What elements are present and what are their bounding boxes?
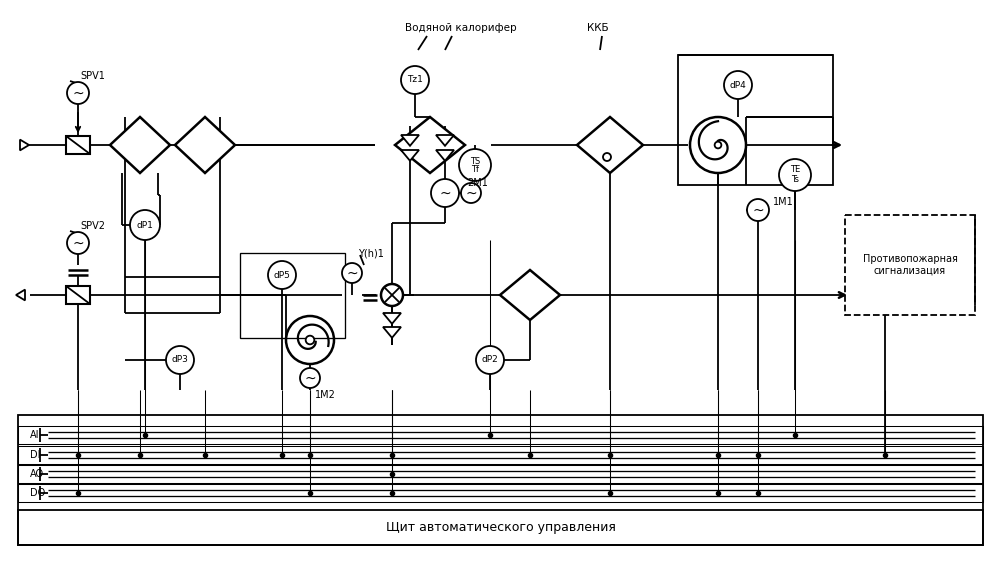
Text: DO: DO <box>30 488 45 498</box>
Bar <box>66 136 90 154</box>
Polygon shape <box>110 117 170 173</box>
Text: ~: ~ <box>752 204 764 218</box>
Text: SPV1: SPV1 <box>80 71 105 81</box>
Text: dP4: dP4 <box>730 81 747 89</box>
Text: Tf: Tf <box>471 166 479 174</box>
Text: Противопожарная
сигнализация: Противопожарная сигнализация <box>862 254 958 276</box>
Circle shape <box>300 368 320 388</box>
Text: SPV2: SPV2 <box>80 221 105 231</box>
Circle shape <box>342 263 362 283</box>
Circle shape <box>166 346 194 374</box>
Text: 1M2: 1M2 <box>315 390 336 400</box>
Polygon shape <box>175 117 235 173</box>
Text: DI: DI <box>30 450 40 460</box>
Text: Y(h)1: Y(h)1 <box>358 248 384 258</box>
Text: Ts: Ts <box>791 175 799 185</box>
Bar <box>18 446 983 464</box>
Circle shape <box>747 199 769 221</box>
Circle shape <box>268 261 296 289</box>
Bar <box>18 465 983 483</box>
Text: Tz1: Tz1 <box>407 76 423 84</box>
Text: ~: ~ <box>346 267 358 281</box>
Circle shape <box>431 179 459 207</box>
Text: Водяной калорифер: Водяной калорифер <box>405 23 517 33</box>
Circle shape <box>401 66 429 94</box>
Text: AI: AI <box>30 430 39 440</box>
Polygon shape <box>436 135 454 146</box>
Circle shape <box>459 149 491 181</box>
Text: ККБ: ККБ <box>587 23 609 33</box>
Polygon shape <box>577 117 643 173</box>
Text: ~: ~ <box>439 187 451 201</box>
Polygon shape <box>401 135 419 146</box>
Circle shape <box>461 183 481 203</box>
Circle shape <box>67 82 89 104</box>
Text: TE: TE <box>790 166 800 174</box>
Bar <box>66 286 90 304</box>
Text: 1M1: 1M1 <box>773 197 794 207</box>
Polygon shape <box>395 117 465 173</box>
Bar <box>678 55 833 185</box>
Circle shape <box>130 210 160 240</box>
Text: ~: ~ <box>465 187 476 201</box>
Circle shape <box>779 159 811 191</box>
Text: ~: ~ <box>305 372 316 386</box>
Text: AO: AO <box>30 469 44 479</box>
Text: TS: TS <box>470 156 480 166</box>
Bar <box>18 426 983 444</box>
Polygon shape <box>383 313 401 324</box>
Circle shape <box>724 71 752 99</box>
Text: ~: ~ <box>72 237 83 251</box>
Circle shape <box>306 336 315 344</box>
Bar <box>18 415 983 545</box>
Bar <box>240 253 345 338</box>
Bar <box>845 215 975 315</box>
Circle shape <box>715 141 722 148</box>
Circle shape <box>476 346 504 374</box>
Circle shape <box>690 117 746 173</box>
Text: dP2: dP2 <box>481 355 498 365</box>
Text: ~: ~ <box>72 87 83 101</box>
Polygon shape <box>500 270 560 320</box>
Bar <box>18 510 983 545</box>
Text: 2M1: 2M1 <box>467 178 487 188</box>
Circle shape <box>67 232 89 254</box>
Text: dP1: dP1 <box>137 220 154 230</box>
Text: dP5: dP5 <box>273 271 290 279</box>
Circle shape <box>286 316 334 364</box>
Polygon shape <box>436 150 454 161</box>
Circle shape <box>381 284 403 306</box>
Text: Щит автоматического управления: Щит автоматического управления <box>386 521 615 534</box>
Text: dP3: dP3 <box>172 355 189 365</box>
Polygon shape <box>383 327 401 338</box>
Bar <box>18 484 983 502</box>
Polygon shape <box>401 150 419 161</box>
